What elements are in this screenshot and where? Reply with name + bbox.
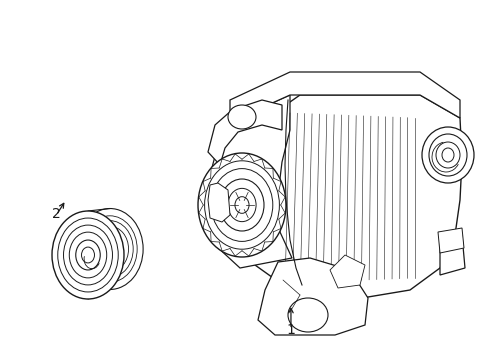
Ellipse shape bbox=[220, 179, 264, 231]
Polygon shape bbox=[207, 95, 291, 268]
Polygon shape bbox=[207, 100, 282, 165]
Ellipse shape bbox=[227, 105, 256, 129]
Text: 2: 2 bbox=[52, 207, 61, 221]
Ellipse shape bbox=[234, 197, 248, 213]
Ellipse shape bbox=[227, 188, 256, 222]
Ellipse shape bbox=[63, 225, 112, 285]
Polygon shape bbox=[207, 183, 229, 222]
Ellipse shape bbox=[198, 153, 285, 257]
Ellipse shape bbox=[76, 240, 100, 270]
Polygon shape bbox=[329, 255, 364, 288]
Ellipse shape bbox=[77, 208, 143, 289]
Text: 1: 1 bbox=[286, 323, 295, 337]
Ellipse shape bbox=[287, 298, 327, 332]
Ellipse shape bbox=[441, 148, 453, 162]
Polygon shape bbox=[229, 72, 459, 122]
Ellipse shape bbox=[211, 168, 272, 242]
Ellipse shape bbox=[428, 134, 466, 176]
Ellipse shape bbox=[52, 211, 124, 299]
Polygon shape bbox=[258, 258, 367, 335]
Ellipse shape bbox=[421, 127, 473, 183]
Ellipse shape bbox=[69, 232, 106, 278]
Ellipse shape bbox=[81, 247, 94, 263]
Polygon shape bbox=[238, 95, 461, 300]
Ellipse shape bbox=[204, 161, 279, 249]
Polygon shape bbox=[439, 235, 464, 275]
Ellipse shape bbox=[58, 218, 118, 292]
Polygon shape bbox=[437, 228, 463, 253]
Ellipse shape bbox=[435, 142, 459, 168]
